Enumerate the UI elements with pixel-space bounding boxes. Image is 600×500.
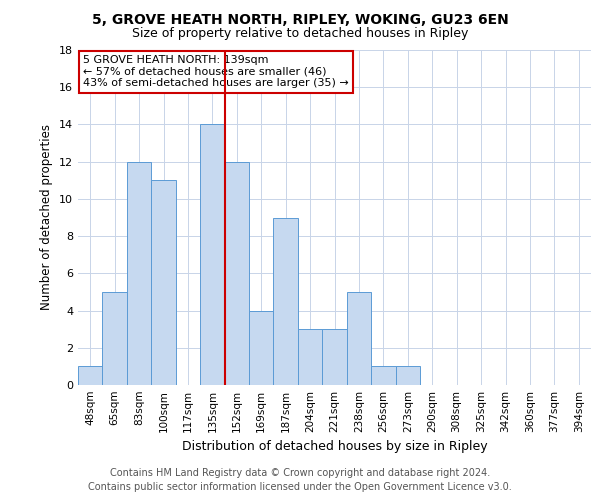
Bar	[395, 366, 420, 385]
Bar	[298, 329, 322, 385]
Bar	[78, 366, 103, 385]
Bar	[127, 162, 151, 385]
Bar	[224, 162, 249, 385]
Bar	[347, 292, 371, 385]
Text: 5, GROVE HEATH NORTH, RIPLEY, WOKING, GU23 6EN: 5, GROVE HEATH NORTH, RIPLEY, WOKING, GU…	[92, 12, 508, 26]
Text: Contains HM Land Registry data © Crown copyright and database right 2024.
Contai: Contains HM Land Registry data © Crown c…	[88, 468, 512, 492]
Text: 5 GROVE HEATH NORTH: 139sqm
← 57% of detached houses are smaller (46)
43% of sem: 5 GROVE HEATH NORTH: 139sqm ← 57% of det…	[83, 55, 349, 88]
Bar	[371, 366, 395, 385]
Bar	[200, 124, 224, 385]
Y-axis label: Number of detached properties: Number of detached properties	[40, 124, 53, 310]
Bar	[322, 329, 347, 385]
Text: Size of property relative to detached houses in Ripley: Size of property relative to detached ho…	[132, 28, 468, 40]
Bar	[103, 292, 127, 385]
Bar	[274, 218, 298, 385]
X-axis label: Distribution of detached houses by size in Ripley: Distribution of detached houses by size …	[182, 440, 487, 454]
Bar	[151, 180, 176, 385]
Bar	[249, 310, 274, 385]
